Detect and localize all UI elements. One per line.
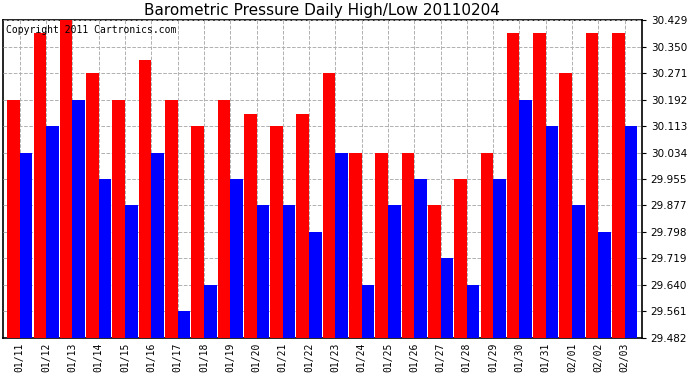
Bar [572, 206, 584, 338]
Bar [323, 74, 335, 338]
Bar [440, 258, 453, 338]
Bar [20, 153, 32, 338]
Bar [8, 100, 20, 338]
Bar [388, 206, 401, 338]
Bar [612, 33, 624, 338]
Bar [151, 153, 164, 338]
Bar [191, 126, 204, 338]
Bar [309, 232, 322, 338]
Bar [270, 126, 283, 338]
Bar [257, 206, 269, 338]
Bar [34, 33, 46, 338]
Bar [480, 153, 493, 338]
Text: Copyright 2011 Cartronics.com: Copyright 2011 Cartronics.com [6, 25, 177, 35]
Bar [493, 179, 506, 338]
Bar [125, 206, 138, 338]
Bar [72, 100, 85, 338]
Bar [112, 100, 125, 338]
Bar [297, 114, 309, 338]
Bar [60, 20, 72, 338]
Bar [520, 100, 532, 338]
Bar [177, 312, 190, 338]
Bar [46, 126, 59, 338]
Bar [139, 60, 151, 338]
Bar [560, 74, 572, 338]
Bar [204, 285, 217, 338]
Bar [624, 126, 638, 338]
Bar [454, 179, 467, 338]
Bar [165, 100, 177, 338]
Bar [99, 179, 111, 338]
Bar [375, 153, 388, 338]
Bar [335, 153, 348, 338]
Bar [414, 179, 427, 338]
Bar [428, 206, 440, 338]
Bar [217, 100, 230, 338]
Bar [467, 285, 480, 338]
Bar [598, 232, 611, 338]
Bar [86, 74, 99, 338]
Bar [230, 179, 243, 338]
Bar [586, 33, 598, 338]
Bar [402, 153, 414, 338]
Bar [283, 206, 295, 338]
Bar [362, 285, 374, 338]
Bar [507, 33, 520, 338]
Bar [244, 114, 257, 338]
Title: Barometric Pressure Daily High/Low 20110204: Barometric Pressure Daily High/Low 20110… [144, 3, 500, 18]
Bar [349, 153, 362, 338]
Bar [533, 33, 546, 338]
Bar [546, 126, 558, 338]
